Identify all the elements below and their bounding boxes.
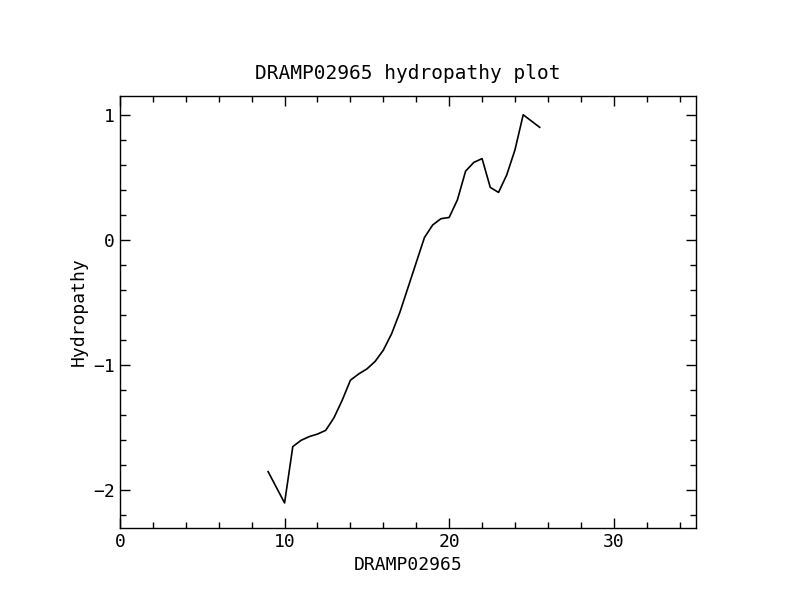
X-axis label: DRAMP02965: DRAMP02965 (354, 556, 462, 574)
Y-axis label: Hydropathy: Hydropathy (70, 257, 88, 367)
Title: DRAMP02965 hydropathy plot: DRAMP02965 hydropathy plot (255, 64, 561, 83)
